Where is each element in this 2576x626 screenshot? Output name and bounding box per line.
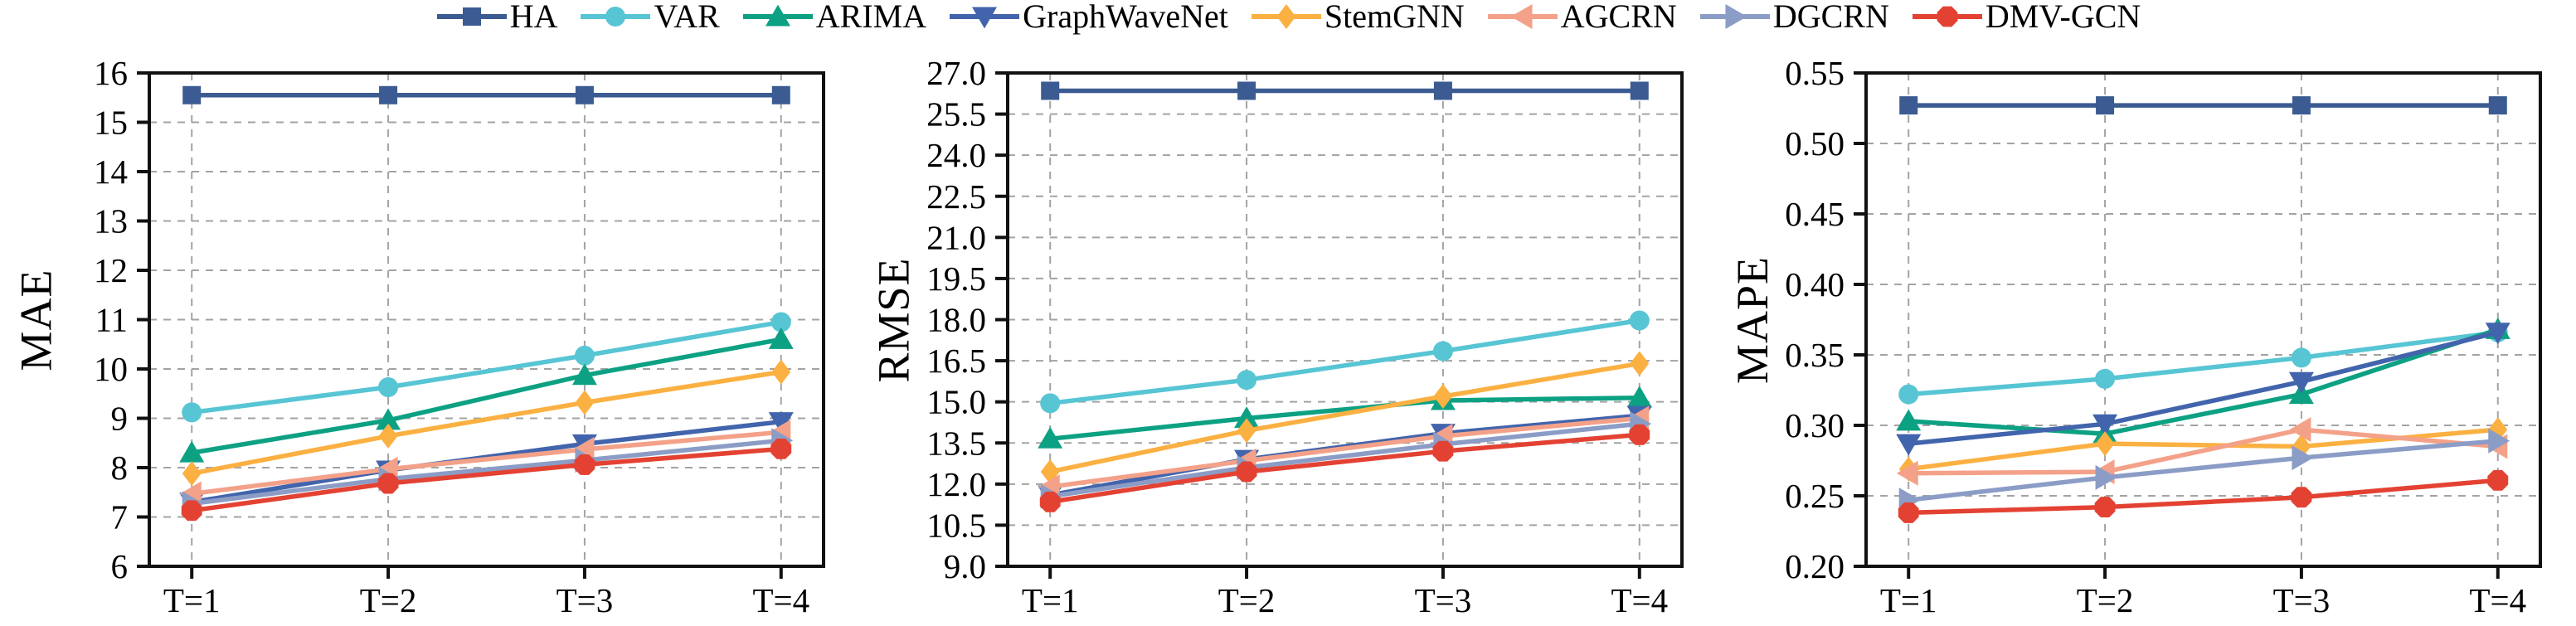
y-tick-label: 18.0 (926, 301, 986, 339)
ha-square-icon (436, 7, 507, 26)
legend-label-agcrn: AGCRN (1560, 0, 1677, 35)
legend-label-arima: ARIMA (815, 0, 927, 35)
legend-label-dmv-gcn: DMV-GCN (1985, 0, 2141, 35)
mae-chart: MAE 6 7 8 9 10 11 12 13 14 15 16 T=1 T=2 T=3 T=4 (0, 0, 858, 626)
y-tick-label: 13.5 (926, 424, 986, 462)
x-tick-label: T=4 (752, 581, 809, 619)
legend-label-var: VAR (654, 0, 720, 35)
dgcrn-triangle-right-icon (1699, 4, 1770, 29)
y-tick-label: 0.40 (1785, 265, 1845, 303)
y-tick-label: 21.0 (926, 218, 986, 256)
series-arima (1896, 318, 2510, 444)
legend-label-stemgnn: StemGNN (1324, 0, 1465, 35)
series-ha (1899, 96, 2507, 115)
series-ha (1041, 81, 1649, 100)
y-tick-label: 19.5 (926, 260, 986, 298)
legend-label-dgcrn: DGCRN (1772, 0, 1889, 35)
y-tick-label: 0.30 (1785, 406, 1845, 444)
legend-item-agcrn: AGCRN (1486, 0, 1677, 33)
y-tick-label: 14 (94, 153, 128, 191)
x-tick-label: T=2 (2077, 581, 2134, 619)
x-tick-label: T=2 (1218, 581, 1276, 619)
legend-label-ha: HA (509, 0, 558, 35)
y-tick-label: 8 (111, 449, 129, 487)
x-tick-label: T=1 (1022, 581, 1079, 619)
chart-legend: HA VAR ARIMA GraphWaveNet StemGNN AGCRN DGCRN D… (0, 0, 2576, 35)
mape-chart: MAPE 0.20 0.25 0.30 0.35 0.40 0.45 0.50 0.55 T=1… (1717, 0, 2575, 626)
graphwavenet-triangle-down-icon (950, 7, 1020, 29)
y-tick-label: 0.45 (1785, 195, 1845, 233)
stemgnn-diamond-icon (1251, 4, 1321, 29)
y-tick-label: 9 (111, 400, 129, 438)
y-tick-label: 15.0 (926, 383, 986, 421)
y-tick-label: 0.35 (1785, 336, 1845, 374)
rmse-axis-label: RMSE (869, 256, 919, 383)
legend-label-graphwavenet: GraphWaveNet (1023, 0, 1228, 35)
x-tick-label: T=1 (1880, 581, 1937, 619)
series-stemgnn (1040, 351, 1650, 484)
y-tick-label: 13 (94, 202, 128, 240)
legend-item-ha: HA (435, 0, 558, 35)
y-tick-label: 11 (95, 301, 128, 339)
series-arima (179, 327, 794, 463)
y-tick-label: 16.5 (926, 342, 986, 380)
legend-item-var: VAR (579, 0, 720, 35)
y-tick-label: 27.0 (926, 54, 986, 92)
y-tick-label: 22.5 (926, 177, 986, 216)
x-tick-label: T=4 (1611, 581, 1668, 619)
mape-plot-area: 0.20 0.25 0.30 0.35 0.40 0.45 0.50 0.55 T=1 T=2 T=… (1785, 54, 2542, 619)
series-dmv-gcn (181, 438, 792, 522)
agcrn-triangle-left-icon (1487, 4, 1558, 29)
y-tick-label: 12.0 (926, 465, 986, 503)
y-tick-label: 10.5 (926, 506, 986, 544)
x-tick-label: T=3 (1415, 581, 1472, 619)
x-tick-label: T=3 (2273, 581, 2331, 619)
series-var (1898, 322, 2508, 405)
y-tick-label: 25.5 (926, 95, 986, 133)
y-tick-label: 0.55 (1785, 54, 1845, 92)
x-tick-label: T=2 (360, 581, 417, 619)
mape-axis-label: MAPE (1728, 255, 1777, 384)
x-tick-label: T=3 (557, 581, 614, 619)
y-tick-label: 10 (94, 350, 128, 388)
rmse-plot-area: 9.010.512.013.515.016.518.019.521.022.52… (926, 54, 1684, 619)
y-tick-label: 7 (111, 498, 129, 536)
y-tick-label: 24.0 (926, 136, 986, 174)
series-stemgnn (182, 359, 791, 487)
y-tick-label: 0.25 (1785, 477, 1845, 515)
var-circle-icon (581, 7, 651, 27)
y-tick-label: 15 (94, 104, 128, 142)
legend-item-arima: ARIMA (741, 0, 926, 33)
series-arima (1038, 386, 1652, 449)
legend-item-graphwavenet: GraphWaveNet (948, 0, 1228, 33)
x-tick-label: T=4 (2469, 581, 2526, 619)
rmse-chart: RMSE 9.0 10.5 12.0 13.5 15.0 16.5 18.0 19.5 21.0… (858, 0, 1717, 626)
series-ha (182, 85, 790, 104)
series-dmv-gcn (1039, 424, 1650, 512)
x-tick-label: T=1 (163, 581, 221, 619)
series-graphwavenet (1896, 323, 2510, 456)
y-tick-label: 6 (111, 547, 129, 585)
y-tick-label: 9.0 (944, 547, 986, 585)
dmv-gcn-octagon-icon (1912, 6, 1982, 27)
series-var (182, 312, 791, 423)
mae-plot-area: 6 7 8 9 10 11 12 13 14 15 16 T=1 T=2 T=3 T=4 (94, 54, 825, 619)
y-tick-label: 0.20 (1785, 547, 1845, 585)
series-dmv-gcn (1898, 469, 2509, 523)
arima-triangle-up-icon (742, 4, 813, 27)
legend-item-dgcrn: DGCRN (1699, 0, 1889, 33)
y-tick-label: 16 (94, 54, 128, 92)
mae-axis-label: MAE (11, 269, 61, 371)
series-var (1040, 310, 1650, 414)
y-tick-label: 12 (94, 251, 128, 289)
y-tick-label: 0.50 (1785, 124, 1845, 163)
legend-item-stemgnn: StemGNN (1250, 0, 1465, 33)
series-agcrn (1896, 417, 2508, 486)
legend-item-dmv-gcn: DMV-GCN (1911, 0, 2141, 33)
